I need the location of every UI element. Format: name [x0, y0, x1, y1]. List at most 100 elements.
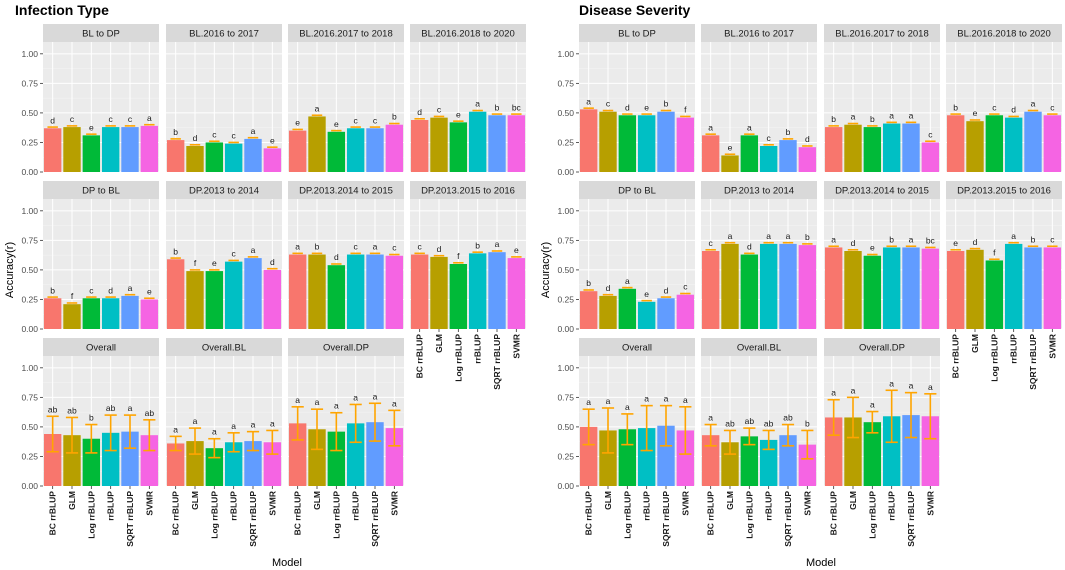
bar[interactable] — [599, 295, 617, 329]
bar[interactable] — [488, 252, 506, 329]
bar[interactable] — [224, 442, 243, 486]
bar[interactable] — [579, 291, 598, 329]
bar[interactable] — [824, 247, 843, 329]
bar[interactable] — [1004, 117, 1023, 172]
bar[interactable] — [721, 243, 739, 329]
bar[interactable] — [346, 254, 365, 329]
bar[interactable] — [366, 254, 384, 329]
bar[interactable] — [224, 143, 243, 172]
bar[interactable] — [721, 442, 739, 486]
bar[interactable] — [1043, 115, 1062, 172]
bar[interactable] — [308, 429, 326, 486]
bar[interactable] — [244, 138, 262, 172]
bar[interactable] — [921, 248, 940, 329]
bar[interactable] — [205, 142, 224, 172]
bar[interactable] — [618, 288, 637, 329]
bar[interactable] — [121, 431, 139, 486]
bar[interactable] — [1043, 247, 1062, 329]
bar[interactable] — [288, 423, 307, 486]
bar[interactable] — [740, 436, 759, 486]
bar[interactable] — [844, 417, 862, 486]
bar[interactable] — [101, 432, 120, 486]
bar[interactable] — [676, 117, 695, 172]
bar[interactable] — [121, 127, 139, 172]
bar[interactable] — [410, 254, 429, 329]
bar[interactable] — [701, 135, 720, 172]
bar[interactable] — [863, 255, 882, 329]
bar[interactable] — [288, 130, 307, 172]
bar[interactable] — [366, 128, 384, 172]
bar[interactable] — [43, 298, 62, 329]
bar[interactable] — [701, 251, 720, 329]
bar[interactable] — [449, 264, 468, 329]
bar[interactable] — [468, 253, 487, 329]
bar[interactable] — [430, 117, 448, 172]
bar[interactable] — [863, 127, 882, 172]
bar[interactable] — [946, 251, 965, 329]
bar[interactable] — [288, 254, 307, 329]
bar[interactable] — [327, 131, 346, 172]
bar[interactable] — [82, 298, 101, 329]
bar[interactable] — [385, 428, 404, 486]
bar[interactable] — [844, 124, 862, 172]
bar[interactable] — [579, 426, 598, 486]
bar[interactable] — [121, 295, 139, 329]
bar[interactable] — [224, 261, 243, 329]
bar[interactable] — [921, 416, 940, 486]
bar[interactable] — [166, 140, 185, 172]
bar[interactable] — [618, 429, 637, 486]
bar[interactable] — [779, 140, 797, 172]
bar[interactable] — [882, 247, 901, 329]
bar[interactable] — [637, 428, 656, 486]
bar[interactable] — [488, 115, 506, 172]
bar[interactable] — [985, 115, 1004, 172]
bar[interactable] — [798, 245, 817, 329]
bar[interactable] — [740, 254, 759, 329]
bar[interactable] — [385, 124, 404, 172]
bar[interactable] — [721, 155, 739, 172]
bar[interactable] — [166, 443, 185, 486]
bar[interactable] — [579, 109, 598, 172]
bar[interactable] — [824, 127, 843, 172]
bar[interactable] — [637, 301, 656, 329]
bar[interactable] — [186, 271, 204, 329]
bar[interactable] — [263, 148, 282, 172]
bar[interactable] — [101, 127, 120, 172]
bar[interactable] — [921, 142, 940, 172]
bar[interactable] — [166, 259, 185, 329]
bar[interactable] — [263, 269, 282, 329]
bar[interactable] — [385, 255, 404, 329]
bar[interactable] — [657, 298, 675, 329]
bar[interactable] — [140, 435, 159, 486]
bar[interactable] — [759, 146, 778, 172]
bar[interactable] — [63, 304, 81, 329]
bar[interactable] — [101, 298, 120, 329]
bar[interactable] — [410, 120, 429, 172]
bar[interactable] — [798, 147, 817, 172]
bar[interactable] — [140, 299, 159, 329]
bar[interactable] — [308, 116, 326, 172]
bar[interactable] — [430, 256, 448, 329]
bar[interactable] — [966, 121, 984, 172]
bar[interactable] — [43, 434, 62, 486]
bar[interactable] — [244, 258, 262, 329]
bar[interactable] — [244, 441, 262, 486]
bar[interactable] — [902, 123, 920, 172]
bar[interactable] — [308, 254, 326, 329]
bar[interactable] — [946, 115, 965, 172]
bar[interactable] — [82, 438, 101, 486]
bar[interactable] — [186, 441, 204, 486]
bar[interactable] — [676, 294, 695, 329]
bar[interactable] — [263, 442, 282, 486]
bar[interactable] — [798, 444, 817, 486]
bar[interactable] — [63, 435, 81, 486]
bar[interactable] — [43, 128, 62, 172]
bar[interactable] — [1004, 243, 1023, 329]
bar[interactable] — [902, 415, 920, 486]
bar[interactable] — [779, 435, 797, 486]
bar[interactable] — [902, 247, 920, 329]
bar[interactable] — [1024, 247, 1042, 329]
bar[interactable] — [599, 430, 617, 486]
bar[interactable] — [985, 260, 1004, 329]
bar[interactable] — [327, 265, 346, 329]
